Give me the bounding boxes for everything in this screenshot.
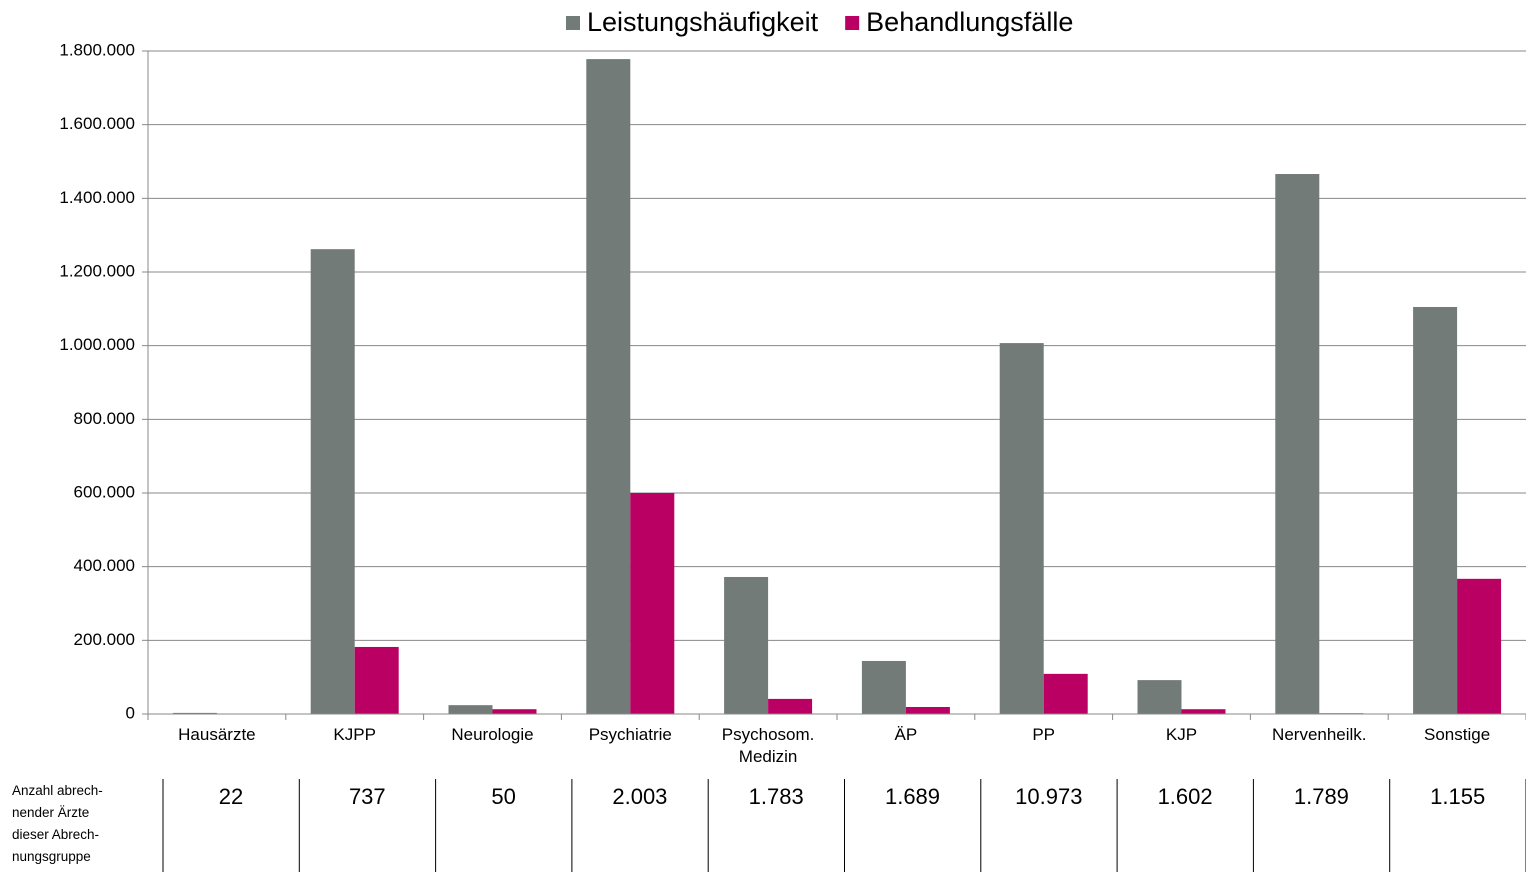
y-tick-label: 1.000.000	[59, 335, 135, 354]
bar	[586, 59, 631, 714]
table-value: 10.973	[1015, 784, 1083, 809]
bar	[768, 698, 813, 714]
y-tick-label: 1.200.000	[59, 261, 135, 280]
row-label: Anzahl abrech-	[12, 783, 103, 798]
bar	[1043, 673, 1088, 714]
legend-label: Leistungshäufigkeit	[587, 7, 819, 37]
table-value: 1.602	[1157, 784, 1213, 809]
bar	[1457, 578, 1502, 714]
bar	[354, 646, 399, 714]
bar	[448, 705, 493, 714]
x-tick-label: Neurologie	[451, 725, 534, 744]
x-tick-label: Psychosom. Medizin	[721, 725, 815, 766]
row-label: nungsgruppe	[12, 849, 91, 864]
bar	[310, 249, 355, 714]
bar	[999, 343, 1044, 714]
x-tick-label: PP	[1032, 725, 1056, 744]
table-value: 737	[348, 784, 386, 809]
x-tick-label: ÄP	[894, 725, 918, 744]
table-value: 22	[218, 784, 244, 809]
bar	[492, 709, 537, 714]
x-tick-label: Nervenheilk.	[1272, 725, 1367, 744]
y-tick-label: 0	[126, 703, 135, 722]
bar	[724, 576, 769, 714]
bar	[1413, 306, 1458, 714]
y-tick-label: 1.800.000	[59, 40, 135, 59]
x-tick-label: Psychiatrie	[588, 725, 672, 744]
table-value: 1.155	[1430, 784, 1486, 809]
y-tick-label: 400.000	[74, 556, 135, 575]
table-value: 2.003	[612, 784, 668, 809]
bar	[861, 660, 906, 714]
y-tick-label: 1.600.000	[59, 114, 135, 133]
bar	[172, 712, 217, 714]
table-value: 1.789	[1293, 784, 1349, 809]
table-value: 1.783	[748, 784, 804, 809]
table-value: 1.689	[884, 784, 941, 809]
bar	[905, 707, 950, 714]
y-tick-label: 200.000	[74, 630, 135, 649]
legend-swatch	[566, 16, 580, 30]
y-tick-label: 600.000	[74, 482, 135, 501]
y-tick-label: 800.000	[74, 409, 135, 428]
x-tick-label: Hausärzte	[178, 725, 256, 744]
row-label: dieser Abrech-	[12, 827, 100, 842]
x-tick-label: KJP	[1165, 725, 1198, 744]
table-value: 50	[491, 784, 516, 809]
y-tick-label: 1.400.000	[59, 188, 135, 207]
x-tick-label: Sonstige	[1424, 725, 1491, 744]
bar	[630, 493, 675, 714]
legend-label: Behandlungsfälle	[866, 7, 1073, 37]
x-tick-label: KJPP	[333, 725, 376, 744]
bar	[1181, 709, 1226, 714]
legend-swatch	[845, 16, 860, 30]
row-label: nender Ärzte	[12, 805, 90, 820]
bar	[1275, 174, 1320, 715]
bar	[1137, 680, 1182, 714]
